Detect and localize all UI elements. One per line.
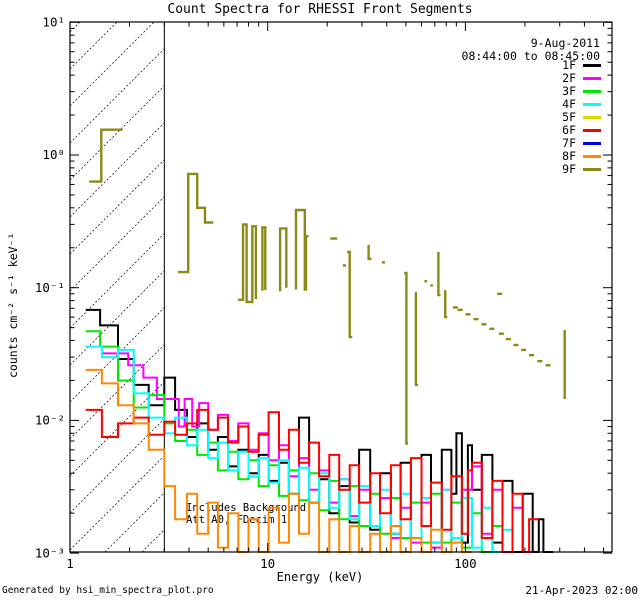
observation-date: 9-Aug-2011	[530, 36, 600, 50]
legend-color-swatch	[583, 141, 601, 145]
x-tick-label: 1	[66, 556, 74, 571]
legend-color-swatch	[583, 89, 601, 93]
y-tick-label: 10⁻²	[35, 413, 65, 428]
legend-color-swatch	[583, 63, 601, 67]
legend-entry-9F: 9F	[562, 163, 601, 175]
legend-label: 2F	[562, 71, 576, 85]
plot-frame	[69, 21, 613, 553]
series-8F-curve	[85, 368, 472, 553]
legend-label: 5F	[562, 110, 576, 124]
observation-time-range: 08:44:00 to 08:45:00	[461, 49, 600, 63]
legend-label: 4F	[562, 97, 576, 111]
legend-entry-2F: 2F	[562, 72, 601, 84]
legend-label: 3F	[562, 84, 576, 98]
legend-color-swatch	[583, 128, 601, 132]
legend-color-swatch	[583, 76, 601, 80]
legend-color-swatch	[583, 115, 601, 119]
y-axis-label: counts cm⁻² s⁻¹ keV⁻¹	[6, 232, 20, 378]
legend-color-swatch	[583, 102, 601, 106]
series-9F-curve	[89, 128, 566, 445]
legend-label: 8F	[562, 149, 576, 163]
legend-entry-1F: 1F	[562, 59, 601, 71]
legend-entry-7F: 7F	[562, 137, 601, 149]
footer-timestamp: 21-Apr-2023 02:00	[525, 584, 638, 597]
annotation-attenuator-decimation: Att A0, FDecim 1	[186, 514, 288, 526]
series-6F-curve	[85, 408, 539, 553]
y-tick-label: 10⁻³	[35, 545, 65, 560]
legend-color-swatch	[583, 154, 601, 158]
y-tick-label: 10⁻¹	[35, 280, 65, 295]
x-tick-label: 100	[454, 556, 477, 571]
legend-label: 7F	[562, 136, 576, 150]
legend-entry-8F: 8F	[562, 150, 601, 162]
y-tick-label: 10⁰	[42, 147, 65, 162]
y-tick-label: 10¹	[42, 15, 65, 30]
x-axis-label: Energy (keV)	[276, 570, 364, 584]
legend-entry-4F: 4F	[562, 98, 601, 110]
page-title: Count Spectra for RHESSI Front Segments	[167, 2, 473, 17]
legend-color-swatch	[583, 167, 601, 171]
legend-label: 1F	[562, 58, 576, 72]
footer-generator: Generated by hsi_min_spectra_plot.pro	[2, 585, 214, 596]
legend-entry-6F: 6F	[562, 124, 601, 136]
legend-label: 6F	[562, 123, 576, 137]
legend-entry-5F: 5F	[562, 111, 601, 123]
hatch-region	[69, 21, 165, 553]
x-tick-label: 10	[260, 556, 275, 571]
legend-label: 9F	[562, 162, 576, 176]
legend-entry-3F: 3F	[562, 85, 601, 97]
axis-ticks	[69, 21, 612, 554]
